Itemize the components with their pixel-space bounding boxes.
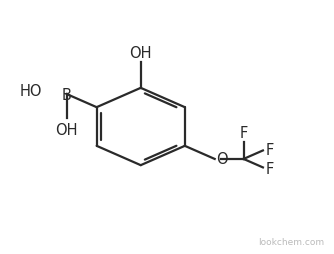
Text: HO: HO: [20, 84, 42, 99]
Text: F: F: [265, 142, 274, 157]
Text: B: B: [62, 87, 72, 102]
Text: O: O: [216, 152, 228, 167]
Text: lookchem.com: lookchem.com: [259, 237, 325, 246]
Text: F: F: [265, 161, 274, 176]
Text: OH: OH: [55, 122, 78, 137]
Text: OH: OH: [130, 45, 152, 60]
Text: F: F: [239, 126, 248, 141]
